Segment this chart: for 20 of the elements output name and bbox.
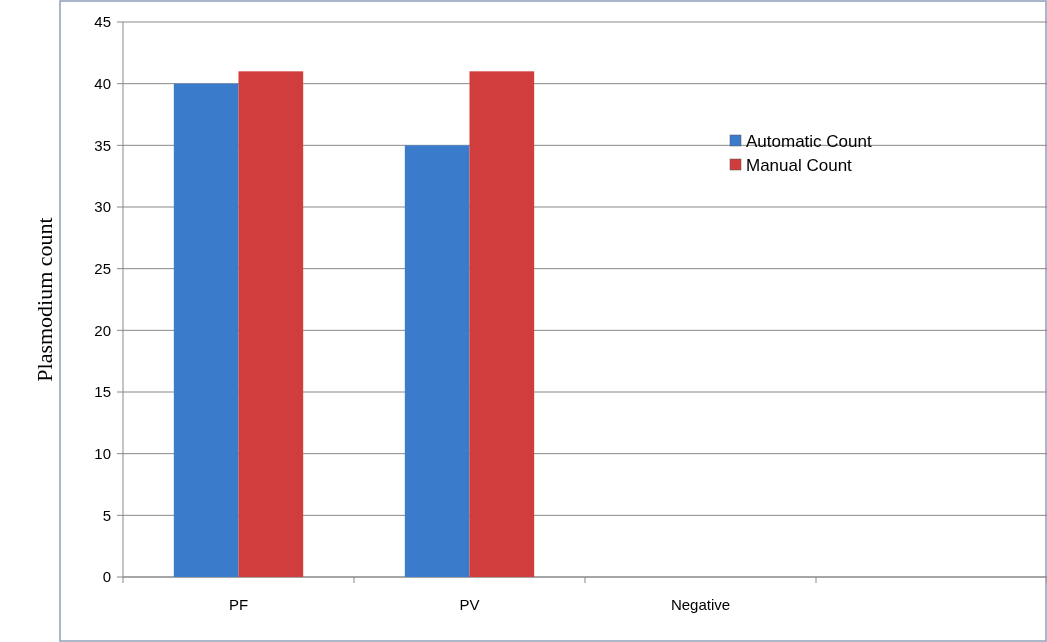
y-axis-title: Plasmodium count bbox=[32, 217, 57, 382]
bar bbox=[173, 83, 239, 577]
y-tick-label: 30 bbox=[94, 198, 111, 216]
x-tick-label: PF bbox=[228, 596, 249, 613]
bar bbox=[404, 145, 470, 577]
bar bbox=[238, 71, 304, 577]
y-tick-label: 40 bbox=[94, 74, 111, 92]
y-tick-label: 10 bbox=[94, 444, 111, 462]
legend-label: Manual Count bbox=[746, 155, 853, 175]
legend-label: Automatic Count bbox=[746, 131, 872, 151]
y-tick-label: 20 bbox=[94, 321, 111, 339]
y-tick-label: 35 bbox=[94, 136, 111, 154]
bar bbox=[469, 71, 535, 577]
y-tick-label: 5 bbox=[102, 506, 111, 524]
y-tick-label: 45 bbox=[94, 13, 111, 31]
y-tick-label: 15 bbox=[94, 383, 111, 401]
x-tick-label: PV bbox=[459, 596, 480, 613]
x-tick-label: Negative bbox=[670, 596, 731, 613]
y-tick-label: 25 bbox=[94, 259, 111, 277]
y-tick-label: 0 bbox=[102, 568, 111, 586]
